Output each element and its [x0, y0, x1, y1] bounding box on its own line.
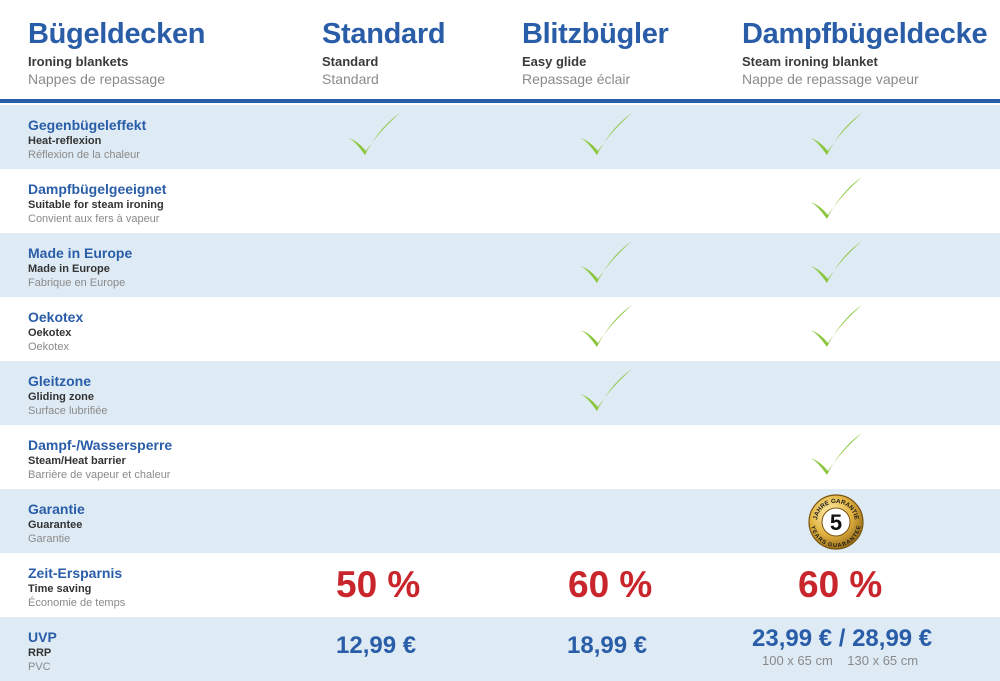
- row-label-de: Oekotex: [28, 309, 84, 325]
- badge-years: 5: [830, 510, 842, 535]
- row-label-de: Made in Europe: [28, 245, 133, 261]
- row-label-en: Oekotex: [28, 327, 72, 339]
- header-col-blitz-en: Easy glide: [522, 54, 587, 69]
- check-icon: [808, 431, 864, 481]
- time-saving-standard: 50 %: [336, 564, 421, 605]
- row-label: Dampf-/Wassersperre Steam/Heat barrier B…: [28, 437, 172, 483]
- check-icon: [808, 303, 864, 353]
- row-label-en: Gliding zone: [28, 391, 94, 403]
- price-dampf: 23,99 € / 28,99 € 100 x 65 cm 130 x 65 c…: [752, 625, 932, 669]
- price-dampf-size-1: 100 x 65 cm: [762, 653, 833, 668]
- price-dampf-value: 23,99 € / 28,99 €: [752, 625, 933, 652]
- row-label-en: Time saving: [28, 583, 92, 595]
- row-label: UVP RRP PVC: [28, 629, 57, 675]
- table-row-garantie: Garantie Guarantee Garantie JAHRE GARANT…: [0, 489, 1000, 553]
- header-col-blitz-de: Blitzbügler: [522, 18, 669, 50]
- row-label-fr: Surface lubrifiée: [28, 405, 108, 417]
- row-label-en: Made in Europe: [28, 263, 110, 275]
- check-icon: [578, 303, 634, 353]
- table-row-made-in-europe: Made in Europe Made in Europe Fabrique e…: [0, 233, 1000, 297]
- table-row-zeit-ersparnis: Zeit-Ersparnis Time saving Économie de t…: [0, 553, 1000, 617]
- header-col-blitz-fr: Repassage éclair: [522, 71, 631, 87]
- price-dampf-sizes: 100 x 65 cm 130 x 65 cm: [752, 653, 932, 669]
- row-label: Zeit-Ersparnis Time saving Économie de t…: [28, 565, 125, 611]
- table-row-uvp: UVP RRP PVC 12,99 € 18,99 € 23,99 € / 28…: [0, 617, 1000, 681]
- table-row-gleitzone: Gleitzone Gliding zone Surface lubrifiée: [0, 361, 1000, 425]
- row-label-en: Heat-reflexion: [28, 135, 102, 147]
- row-label-de: Gegenbügeleffekt: [28, 117, 147, 133]
- header-col-dampf-de: Dampfbügeldecke: [742, 18, 988, 50]
- check-icon: [578, 111, 634, 161]
- row-label-fr: Économie de temps: [28, 597, 126, 609]
- price-dampf-size-2: 130 x 65 cm: [847, 653, 919, 668]
- row-label: Garantie Guarantee Garantie: [28, 501, 85, 547]
- check-icon: [578, 239, 634, 289]
- header-col-dampf-fr: Nappe de repassage vapeur: [742, 71, 919, 87]
- row-label-fr: Fabrique en Europe: [28, 277, 126, 289]
- row-label-fr: Convient aux fers à vapeur: [28, 213, 160, 225]
- header-col-product: Bügeldecken Ironing blankets Nappes de r…: [28, 16, 206, 89]
- row-label-en: Guarantee: [28, 519, 83, 531]
- header-col-product-en: Ironing blankets: [28, 54, 129, 69]
- row-label: Oekotex Oekotex Oekotex: [28, 309, 83, 355]
- row-label-en: RRP: [28, 647, 52, 659]
- row-label-de: Gleitzone: [28, 373, 92, 389]
- table-row-dampfbuegelgeeignet: Dampfbügelgeeignet Suitable for steam ir…: [0, 169, 1000, 233]
- table-row-dampf-wassersperre: Dampf-/Wassersperre Steam/Heat barrier B…: [0, 425, 1000, 489]
- price-standard: 12,99 €: [336, 632, 417, 659]
- row-label: Gegenbügeleffekt Heat-reflexion Réflexio…: [28, 117, 146, 163]
- row-label: Gleitzone Gliding zone Surface lubrifiée: [28, 373, 108, 419]
- header-col-product-fr: Nappes de repassage: [28, 71, 165, 87]
- header-col-product-de: Bügeldecken: [28, 18, 206, 50]
- row-label-de: Dampf-/Wassersperre: [28, 437, 173, 453]
- table-header: Bügeldecken Ironing blankets Nappes de r…: [0, 0, 1000, 100]
- check-icon: [808, 175, 864, 225]
- header-col-dampf-en: Steam ironing blanket: [742, 54, 878, 69]
- table-row-gegenbuegeleffekt: Gegenbügeleffekt Heat-reflexion Réflexio…: [0, 105, 1000, 169]
- row-label-fr: PVC: [28, 661, 51, 673]
- header-col-standard-fr: Standard: [322, 71, 379, 87]
- check-icon: [808, 239, 864, 289]
- header-col-standard-de: Standard: [322, 18, 446, 50]
- header-col-blitz: Blitzbügler Easy glide Repassage éclair: [522, 16, 669, 89]
- row-label-de: Garantie: [28, 501, 85, 517]
- header-col-standard-en: Standard: [322, 54, 379, 69]
- row-label-en: Steam/Heat barrier: [28, 455, 126, 467]
- table-row-oekotex: Oekotex Oekotex Oekotex: [0, 297, 1000, 361]
- row-label-de: UVP: [28, 629, 57, 645]
- price-blitz: 18,99 €: [567, 632, 648, 659]
- row-label-de: Zeit-Ersparnis: [28, 565, 123, 581]
- check-icon: [808, 111, 864, 161]
- time-saving-blitz: 60 %: [568, 564, 653, 605]
- header-col-dampf: Dampfbügeldecke Steam ironing blanket Na…: [742, 16, 988, 89]
- row-label-fr: Barrière de vapeur et chaleur: [28, 469, 171, 481]
- guarantee-badge-icon: JAHRE GARANTIE YEARS GUARANTEE 5: [808, 494, 864, 550]
- time-saving-dampf: 60 %: [798, 564, 883, 605]
- header-col-standard: Standard Standard Standard: [322, 16, 446, 89]
- check-icon: [346, 111, 402, 161]
- row-label: Made in Europe Made in Europe Fabrique e…: [28, 245, 132, 291]
- row-label: Dampfbügelgeeignet Suitable for steam ir…: [28, 181, 166, 227]
- row-label-fr: Oekotex: [28, 341, 69, 353]
- row-label-en: Suitable for steam ironing: [28, 199, 164, 211]
- row-label-fr: Réflexion de la chaleur: [28, 149, 140, 161]
- row-label-de: Dampfbügelgeeignet: [28, 181, 167, 197]
- header-divider: [0, 99, 1000, 103]
- row-label-fr: Garantie: [28, 533, 71, 545]
- check-icon: [578, 367, 634, 417]
